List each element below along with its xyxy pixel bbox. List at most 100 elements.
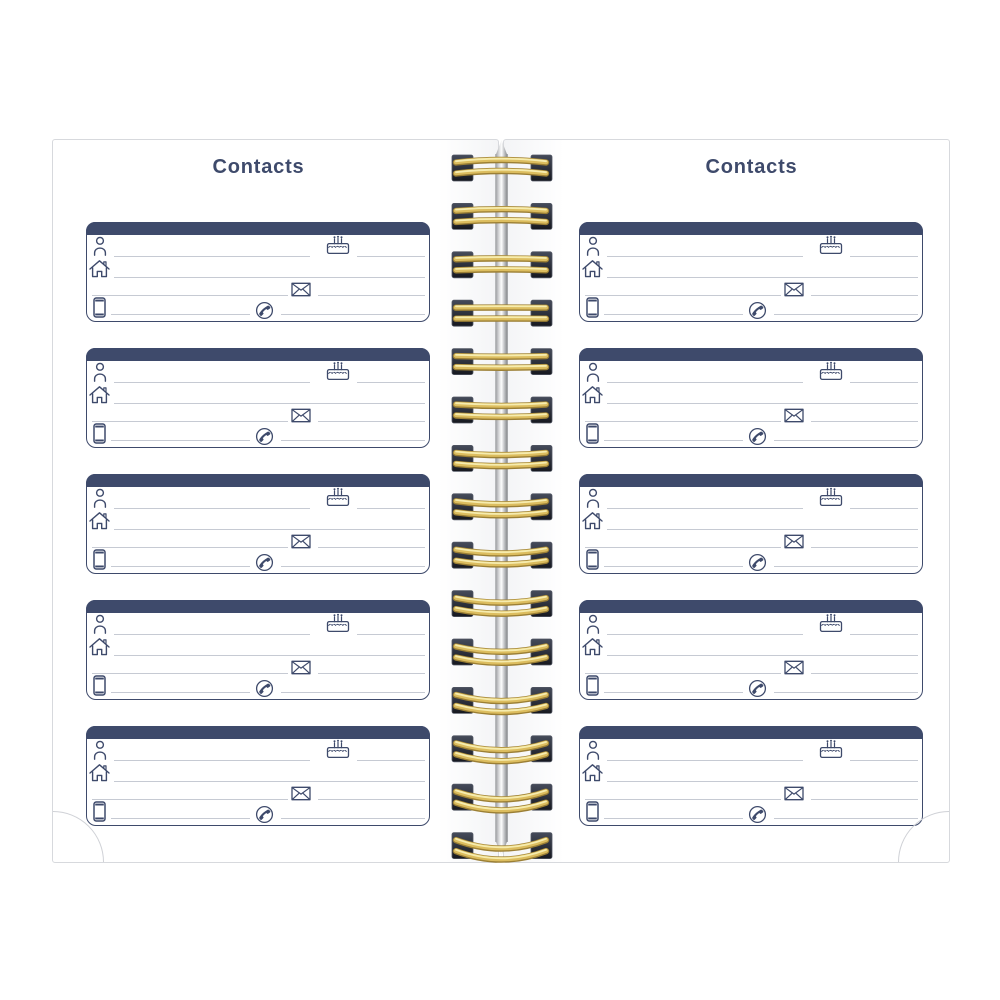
email-line-left <box>585 421 781 422</box>
home-icon <box>582 764 603 782</box>
contact-card <box>86 726 430 826</box>
envelope-icon <box>291 786 311 801</box>
name-line <box>114 256 310 257</box>
contact-card <box>579 600 923 700</box>
email-line-left <box>585 799 781 800</box>
email-line-left <box>585 673 781 674</box>
home-icon <box>89 764 110 782</box>
name-line <box>607 760 803 761</box>
birthday-cake-icon <box>326 487 350 507</box>
birthday-cake-icon <box>326 613 350 633</box>
address-line <box>607 277 918 278</box>
contact-card-header <box>86 348 430 361</box>
mobile-phone-icon <box>93 801 106 822</box>
phone-line <box>281 566 425 567</box>
mobile-phone-icon <box>586 423 599 444</box>
phone-receiver-icon <box>255 553 274 572</box>
home-icon <box>582 386 603 404</box>
phone-line <box>281 818 425 819</box>
birthday-cake-icon <box>819 487 843 507</box>
email-line-right <box>811 421 918 422</box>
birthday-line <box>850 256 918 257</box>
envelope-icon <box>784 786 804 801</box>
name-line <box>114 508 310 509</box>
birthday-line <box>850 382 918 383</box>
email-line-right <box>318 799 425 800</box>
phone-line <box>774 440 918 441</box>
person-icon <box>586 236 600 256</box>
person-icon <box>93 614 107 634</box>
person-icon <box>93 362 107 382</box>
contact-card <box>86 222 430 322</box>
email-line-right <box>318 673 425 674</box>
contact-card-header <box>86 474 430 487</box>
contact-card <box>86 600 430 700</box>
birthday-cake-icon <box>326 361 350 381</box>
mobile-line <box>604 314 743 315</box>
mobile-line <box>604 440 743 441</box>
email-line-right <box>318 295 425 296</box>
address-line <box>607 781 918 782</box>
phone-line <box>774 692 918 693</box>
contact-card-header <box>579 726 923 739</box>
envelope-icon <box>784 282 804 297</box>
page-title: Contacts <box>705 156 798 178</box>
left-page: Contacts <box>52 139 499 863</box>
birthday-cake-icon <box>819 235 843 255</box>
phone-line <box>281 692 425 693</box>
phone-receiver-icon <box>748 679 767 698</box>
email-line-left <box>585 295 781 296</box>
person-icon <box>586 488 600 508</box>
birthday-line <box>357 634 425 635</box>
email-line-right <box>811 673 918 674</box>
birthday-line <box>357 508 425 509</box>
birthday-cake-icon <box>326 235 350 255</box>
phone-receiver-icon <box>255 679 274 698</box>
mobile-phone-icon <box>93 297 106 318</box>
birthday-cake-icon <box>819 613 843 633</box>
contact-card-header <box>579 348 923 361</box>
mobile-line <box>111 692 250 693</box>
mobile-line <box>111 440 250 441</box>
envelope-icon <box>784 408 804 423</box>
name-line <box>607 256 803 257</box>
mobile-line <box>604 692 743 693</box>
contact-card-list <box>86 222 431 852</box>
envelope-icon <box>291 282 311 297</box>
phone-line <box>281 440 425 441</box>
mobile-phone-icon <box>93 423 106 444</box>
contact-card-list <box>579 222 924 852</box>
birthday-cake-icon <box>819 739 843 759</box>
mobile-line <box>604 566 743 567</box>
phone-receiver-icon <box>255 427 274 446</box>
address-line <box>114 529 425 530</box>
person-icon <box>586 740 600 760</box>
email-line-left <box>92 673 288 674</box>
name-line <box>114 760 310 761</box>
mobile-line <box>111 566 250 567</box>
right-page: Contacts <box>503 139 950 863</box>
person-icon <box>586 614 600 634</box>
email-line-left <box>92 421 288 422</box>
birthday-cake-icon <box>326 739 350 759</box>
home-icon <box>89 386 110 404</box>
email-line-left <box>585 547 781 548</box>
envelope-icon <box>291 408 311 423</box>
envelope-icon <box>784 660 804 675</box>
contact-card <box>86 474 430 574</box>
contact-card-header <box>579 600 923 613</box>
person-icon <box>586 362 600 382</box>
contact-card-header <box>86 600 430 613</box>
contact-card <box>579 474 923 574</box>
email-line-right <box>811 547 918 548</box>
phone-line <box>774 818 918 819</box>
contact-card <box>579 348 923 448</box>
contact-card-header <box>86 726 430 739</box>
person-icon <box>93 236 107 256</box>
envelope-icon <box>291 660 311 675</box>
address-line <box>114 781 425 782</box>
address-line <box>114 655 425 656</box>
birthday-line <box>850 760 918 761</box>
phone-receiver-icon <box>748 427 767 446</box>
name-line <box>114 382 310 383</box>
